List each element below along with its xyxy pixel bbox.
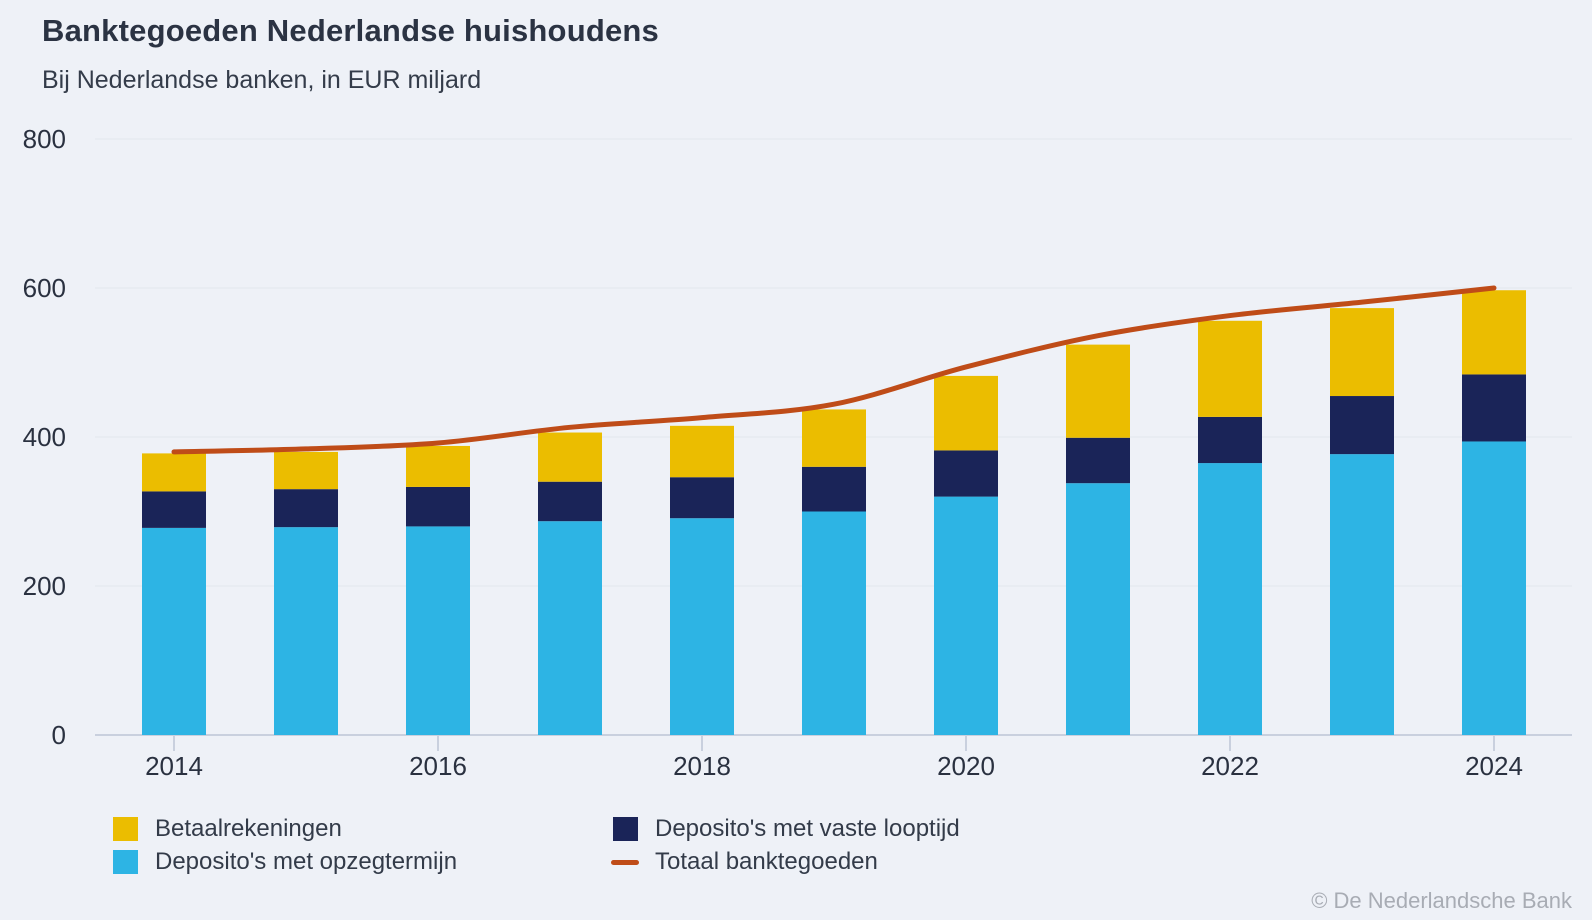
y-axis-tick-label: 200 bbox=[23, 571, 66, 601]
bar-segment-2016-betaalrekeningen[interactable] bbox=[406, 445, 470, 487]
bar-segment-2017-opzegtermijn[interactable] bbox=[538, 521, 602, 735]
legend-label-opzegtermijn: Deposito's met opzegtermijn bbox=[155, 848, 458, 875]
x-axis-tick-label: 2016 bbox=[409, 751, 467, 781]
x-axis-tick-label: 2024 bbox=[1465, 751, 1523, 781]
bar-segment-2022-opzegtermijn[interactable] bbox=[1198, 463, 1262, 735]
legend-swatch-totaal-line bbox=[611, 859, 639, 865]
bar-segment-2021-opzegtermijn[interactable] bbox=[1066, 483, 1130, 735]
bar-segment-2018-vaste-looptijd[interactable] bbox=[670, 477, 734, 519]
bar-segment-2014-betaalrekeningen[interactable] bbox=[142, 453, 206, 492]
bar-segment-2021-vaste-looptijd[interactable] bbox=[1066, 437, 1130, 484]
bar-segment-2024-vaste-looptijd[interactable] bbox=[1462, 374, 1526, 442]
bar-segment-2015-betaalrekeningen[interactable] bbox=[274, 451, 338, 490]
y-axis-tick-label: 800 bbox=[23, 124, 66, 154]
bar-segment-2018-betaalrekeningen[interactable] bbox=[670, 425, 734, 478]
chart-title: Banktegoeden Nederlandse huishoudens bbox=[42, 13, 659, 48]
legend-item-betaalrekeningen[interactable]: Betaalrekeningen bbox=[113, 815, 457, 842]
bar-segment-2022-betaalrekeningen[interactable] bbox=[1198, 320, 1262, 417]
bar-segment-2017-betaalrekeningen[interactable] bbox=[538, 432, 602, 482]
x-axis-tick-label: 2018 bbox=[673, 751, 731, 781]
legend-swatch-opzegtermijn-square bbox=[113, 850, 138, 874]
bar-segment-2016-vaste-looptijd[interactable] bbox=[406, 486, 470, 527]
bar-segment-2023-betaalrekeningen[interactable] bbox=[1330, 308, 1394, 397]
bar-segment-2014-vaste-looptijd[interactable] bbox=[142, 491, 206, 528]
bar-segment-2020-vaste-looptijd[interactable] bbox=[934, 450, 998, 497]
y-axis-tick-label: 400 bbox=[23, 422, 66, 452]
chart-legend-column-1: Betaalrekeningen Deposito's met opzegterm… bbox=[113, 815, 458, 875]
legend-label-vaste-looptijd: Deposito's met vaste looptijd bbox=[655, 815, 960, 842]
y-axis-tick-label: 0 bbox=[52, 720, 66, 750]
bar-segment-2022-vaste-looptijd[interactable] bbox=[1198, 416, 1262, 464]
bar-segment-2023-vaste-looptijd[interactable] bbox=[1330, 396, 1394, 455]
bar-segment-2015-vaste-looptijd[interactable] bbox=[274, 489, 338, 528]
legend-label-totaal: Totaal banktegoeden bbox=[655, 848, 878, 875]
legend-swatch-betaalrekeningen-square bbox=[113, 817, 138, 841]
bar-segment-2024-opzegtermijn[interactable] bbox=[1462, 441, 1526, 735]
legend-swatch-vaste-looptijd-square bbox=[613, 817, 638, 841]
x-axis-tick-label: 2020 bbox=[937, 751, 995, 781]
x-axis-tick-label: 2022 bbox=[1201, 751, 1259, 781]
total-line-totaal[interactable] bbox=[171, 285, 1497, 455]
bar-segment-2017-vaste-looptijd[interactable] bbox=[538, 481, 602, 522]
bar-segment-2014-opzegtermijn[interactable] bbox=[142, 527, 206, 735]
chart-subtitle: Bij Nederlandse banken, in EUR miljard bbox=[42, 66, 482, 94]
legend-item-totaal[interactable]: Totaal banktegoeden bbox=[611, 848, 960, 875]
bar-segment-2024-betaalrekeningen[interactable] bbox=[1462, 290, 1526, 375]
legend-label-betaalrekeningen: Betaalrekeningen bbox=[155, 815, 342, 842]
bar-segment-2019-betaalrekeningen[interactable] bbox=[802, 409, 866, 467]
y-axis-tick-label: 600 bbox=[23, 273, 66, 303]
bar-segment-2023-opzegtermijn[interactable] bbox=[1330, 454, 1394, 735]
bar-segment-2019-opzegtermijn[interactable] bbox=[802, 511, 866, 736]
legend-item-opzegtermijn[interactable]: Deposito's met opzegtermijn bbox=[113, 848, 458, 875]
bar-segment-2018-opzegtermijn[interactable] bbox=[670, 518, 734, 735]
bar-segment-2020-betaalrekeningen[interactable] bbox=[934, 375, 998, 451]
chart-legend-column-2: Deposito's met vaste looptijd Totaal bank… bbox=[611, 815, 960, 875]
bar-segment-2015-opzegtermijn[interactable] bbox=[274, 527, 338, 735]
bar-segment-2020-opzegtermijn[interactable] bbox=[934, 496, 998, 735]
legend-item-vaste-looptijd[interactable]: Deposito's met vaste looptijd bbox=[613, 815, 960, 842]
bar-segment-2021-betaalrekeningen[interactable] bbox=[1066, 344, 1130, 438]
bar-segment-2019-vaste-looptijd[interactable] bbox=[802, 466, 866, 512]
bar-segment-2016-opzegtermijn[interactable] bbox=[406, 526, 470, 735]
x-axis-tick-label: 2014 bbox=[145, 751, 203, 781]
copyright-notice: © De Nederlandsche Bank bbox=[1311, 888, 1572, 913]
